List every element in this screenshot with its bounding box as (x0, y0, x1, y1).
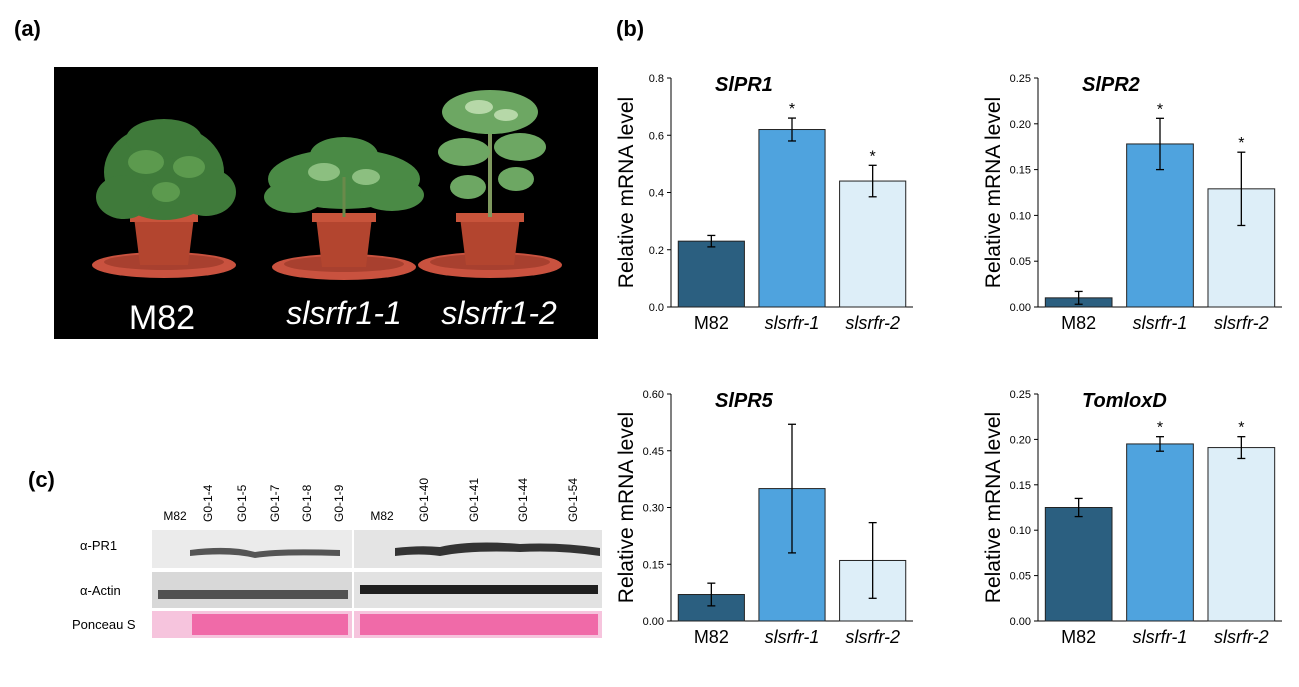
x-tick-label: slsrfr-2 (845, 627, 900, 647)
y-tick-label: 0.20 (1010, 434, 1031, 446)
x-tick-label: slsrfr-1 (765, 313, 820, 333)
y-tick-label: 0.00 (1010, 302, 1031, 314)
y-tick-label: 0.60 (643, 389, 664, 401)
y-axis-label: Relative mRNA level (982, 412, 1005, 603)
x-tick-label: M82 (1061, 313, 1096, 333)
y-tick-label: 0.00 (643, 616, 664, 628)
photo-label-m82: M82 (129, 299, 195, 337)
y-axis-label: Relative mRNA level (982, 97, 1005, 288)
y-tick-label: 0.0 (649, 302, 664, 314)
lane-label: G0-1-41 (467, 478, 481, 522)
y-tick-label: 0.2 (649, 245, 664, 257)
plant-photo-drawing: M82 slsrfr1-1 slsrfr1-2 (54, 67, 598, 339)
bar-slsrfr-1 (1126, 443, 1194, 622)
bar-slsrfr-2 (1207, 447, 1276, 622)
y-tick-label: 0.05 (1010, 256, 1031, 268)
x-tick-label: slsrfr-2 (1214, 313, 1269, 333)
y-tick-label: 0.20 (1010, 119, 1031, 131)
lane-label: G0-1-54 (566, 478, 580, 522)
plant-slsrfr1-1 (264, 137, 424, 280)
lane-label: G0-1-4 (201, 484, 215, 522)
blot-ponceau-membrane (152, 611, 602, 638)
bar-slsrfr-1 (1126, 143, 1194, 308)
chart-title: TomloxD (1082, 390, 1167, 412)
lane-label: G0-1-9 (332, 484, 346, 522)
bar-slsrfr-1 (758, 129, 826, 308)
y-tick-label: 0.10 (1010, 210, 1031, 222)
bar-M82 (677, 240, 745, 308)
blot-lane-labels: M82 G0-1-4 G0-1-5 G0-1-7 G0-1-8 G0-1-9 M82 G0-1… (163, 478, 580, 523)
chart-title: SlPR2 (1082, 74, 1140, 96)
blot-pr1-membrane (152, 530, 602, 568)
plant-photo: M82 slsrfr1-1 slsrfr1-2 (54, 67, 598, 339)
x-tick-label: M82 (694, 313, 729, 333)
chart-tomloxd: 0.00 0.05 0.10 0.15 0.20 0.25 Relative mRNA le… (982, 389, 1282, 647)
y-tick-label: 0.25 (1010, 389, 1031, 401)
x-tick-label: slsrfr-2 (845, 313, 900, 333)
y-tick-label: 0.30 (643, 503, 664, 515)
x-tick-label: slsrfr-1 (1133, 313, 1188, 333)
panel-label-b: (b) (616, 16, 645, 41)
chart-title: SlPR1 (715, 74, 773, 96)
row-label-actin: α-Actin (80, 583, 121, 598)
chart-slpr1: 0.0 0.2 0.4 0.6 0.8 Relative mRNA level SlPR1 M… (615, 73, 913, 333)
row-label-pr1: α-PR1 (80, 538, 117, 553)
y-tick-label: 0.00 (1010, 616, 1031, 628)
panel-label-c: (c) (28, 467, 55, 492)
plant-slsrfr1-2 (418, 90, 562, 278)
row-label-ponceau: Ponceau S (72, 617, 136, 632)
lane-label: G0-1-7 (268, 484, 282, 522)
y-tick-label: 0.15 (1010, 480, 1031, 492)
western-blot: M82 G0-1-4 G0-1-5 G0-1-7 G0-1-8 G0-1-9 M82 G0-1… (72, 478, 602, 638)
blot-actin-membrane (152, 572, 602, 608)
x-tick-label: M82 (1061, 627, 1096, 647)
y-tick-label: 0.15 (643, 559, 664, 571)
bar-M82 (1044, 507, 1113, 622)
blot-row-labels: α-PR1 α-Actin Ponceau S (72, 538, 136, 632)
photo-label-slsrfr1-2: slsrfr1-2 (441, 295, 557, 331)
y-axis-label: Relative mRNA level (615, 412, 638, 603)
y-tick-label: 0.4 (649, 188, 664, 200)
lane-label: G0-1-8 (300, 484, 314, 522)
lane-label: G0-1-5 (235, 484, 249, 522)
chart-title: SlPR5 (715, 390, 774, 412)
y-tick-label: 0.05 (1010, 571, 1031, 583)
y-tick-label: 0.45 (643, 446, 664, 458)
x-tick-label: slsrfr-2 (1214, 627, 1269, 647)
chart-slpr2: 0.00 0.05 0.10 0.15 0.20 0.25 Relative mRNA le… (982, 73, 1282, 333)
significance-star: * (870, 148, 876, 165)
photo-label-slsrfr1-1: slsrfr1-1 (286, 295, 402, 331)
lane-label: G0-1-44 (516, 478, 530, 522)
y-tick-label: 0.25 (1010, 73, 1031, 85)
y-tick-label: 0.6 (649, 130, 664, 142)
lane-label: M82 (370, 509, 394, 523)
significance-star: * (1238, 420, 1244, 437)
plant-m82 (92, 119, 236, 278)
panel-label-a: (a) (14, 16, 41, 41)
significance-star: * (1238, 135, 1244, 152)
chart-slpr5: 0.00 0.15 0.30 0.45 0.60 Relative mRNA level S… (615, 389, 913, 647)
y-tick-label: 0.15 (1010, 165, 1031, 177)
y-tick-label: 0.8 (649, 73, 664, 85)
bar-slsrfr-2 (839, 180, 907, 308)
x-tick-label: M82 (694, 627, 729, 647)
lane-label: M82 (163, 509, 187, 523)
x-tick-label: slsrfr-1 (1133, 627, 1188, 647)
significance-star: * (789, 101, 795, 118)
y-tick-label: 0.10 (1010, 525, 1031, 537)
significance-star: * (1157, 101, 1163, 118)
lane-label: G0-1-40 (417, 478, 431, 522)
x-tick-label: slsrfr-1 (765, 627, 820, 647)
significance-star: * (1157, 420, 1163, 437)
y-axis-label: Relative mRNA level (615, 97, 638, 288)
